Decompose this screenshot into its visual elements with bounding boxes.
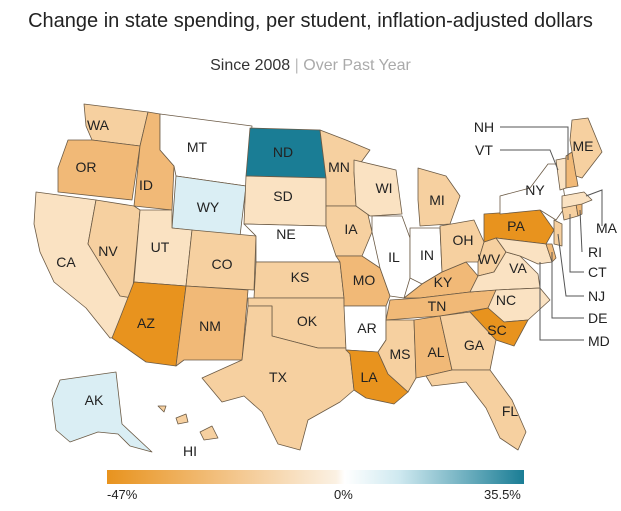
state-fl[interactable]: [425, 369, 527, 451]
state-ak[interactable]: [51, 371, 153, 453]
label-mn: MN: [328, 159, 350, 175]
state-nm[interactable]: [175, 285, 249, 367]
leader-ct: [569, 214, 584, 273]
leader-md: [539, 262, 584, 341]
label-ny: NY: [525, 182, 545, 198]
state-nh[interactable]: [565, 151, 579, 189]
label-md: MD: [588, 333, 610, 349]
label-nv: NV: [98, 243, 118, 259]
label-ar: AR: [357, 320, 376, 336]
label-sc: SC: [487, 322, 506, 338]
label-id: ID: [139, 177, 153, 193]
tab-since-2008[interactable]: Since 2008: [210, 57, 291, 74]
chart-title: Change in state spending, per student, i…: [28, 10, 593, 32]
label-pa: PA: [507, 218, 525, 234]
label-wy: WY: [197, 199, 220, 215]
label-mo: MO: [353, 272, 376, 288]
label-wa: WA: [87, 117, 110, 133]
state-hi-3[interactable]: [199, 425, 219, 441]
label-mt: MT: [187, 139, 208, 155]
label-ok: OK: [297, 313, 318, 329]
label-al: AL: [427, 344, 444, 360]
state-de[interactable]: [545, 243, 557, 263]
label-fl: FL: [502, 403, 519, 419]
state-va[interactable]: [469, 251, 541, 293]
tab-over-past-year[interactable]: Over Past Year: [303, 57, 411, 74]
label-ak: AK: [85, 392, 104, 408]
label-or: OR: [76, 159, 97, 175]
label-oh: OH: [453, 232, 474, 248]
label-ga: GA: [464, 337, 485, 353]
label-me: ME: [573, 138, 594, 154]
label-wv: WV: [478, 251, 501, 267]
label-nj: NJ: [588, 288, 605, 304]
label-in: IN: [420, 247, 434, 263]
label-ms: MS: [390, 346, 411, 362]
label-vt: VT: [475, 142, 493, 158]
leader-ri: [579, 209, 583, 253]
view-tabs: Since 2008 | Over Past Year: [0, 57, 621, 75]
state-me[interactable]: [569, 117, 603, 179]
leader-vt: [500, 149, 559, 171]
label-nh: NH: [474, 119, 494, 135]
leader-nh: [500, 126, 569, 160]
label-ks: KS: [291, 269, 310, 285]
label-ne: NE: [276, 226, 295, 242]
label-ky: KY: [434, 274, 453, 290]
label-nc: NC: [496, 292, 516, 308]
legend-color-scale: [107, 470, 524, 484]
label-de: DE: [588, 310, 607, 326]
state-nj[interactable]: [553, 219, 563, 247]
leader-nj: [557, 233, 584, 297]
legend-zero-label: 0%: [334, 487, 353, 502]
state-sc[interactable]: [469, 307, 529, 347]
state-hi-2[interactable]: [175, 413, 189, 425]
label-tn: TN: [428, 298, 447, 314]
label-ia: IA: [344, 221, 358, 237]
label-ri: RI: [588, 244, 602, 260]
state-ga[interactable]: [439, 311, 497, 371]
label-wi: WI: [375, 180, 392, 196]
label-mi: MI: [429, 192, 445, 208]
state-or[interactable]: [57, 139, 141, 201]
label-la: LA: [360, 369, 378, 385]
state-co[interactable]: [185, 229, 257, 291]
label-nd: ND: [273, 144, 293, 160]
tab-separator: |: [294, 57, 299, 74]
state-tx[interactable]: [201, 305, 355, 451]
label-il: IL: [388, 249, 400, 265]
state-hi-1[interactable]: [157, 405, 167, 413]
label-ma: MA: [596, 220, 618, 236]
leader-de: [551, 252, 584, 319]
state-wi[interactable]: [353, 159, 403, 217]
label-ca: CA: [56, 254, 76, 270]
label-va: VA: [509, 260, 527, 276]
label-nm: NM: [199, 318, 221, 334]
label-ct: CT: [588, 264, 607, 280]
label-hi: HI: [183, 443, 197, 459]
label-sd: SD: [273, 188, 292, 204]
legend-max-label: 35.5%: [484, 487, 521, 502]
state-ma[interactable]: [561, 191, 593, 209]
label-az: AZ: [137, 315, 155, 331]
label-co: CO: [212, 256, 233, 272]
legend-min-label: -47%: [107, 487, 138, 502]
leader-ma: [585, 189, 603, 226]
label-ut: UT: [151, 239, 170, 255]
label-tx: TX: [269, 369, 288, 385]
